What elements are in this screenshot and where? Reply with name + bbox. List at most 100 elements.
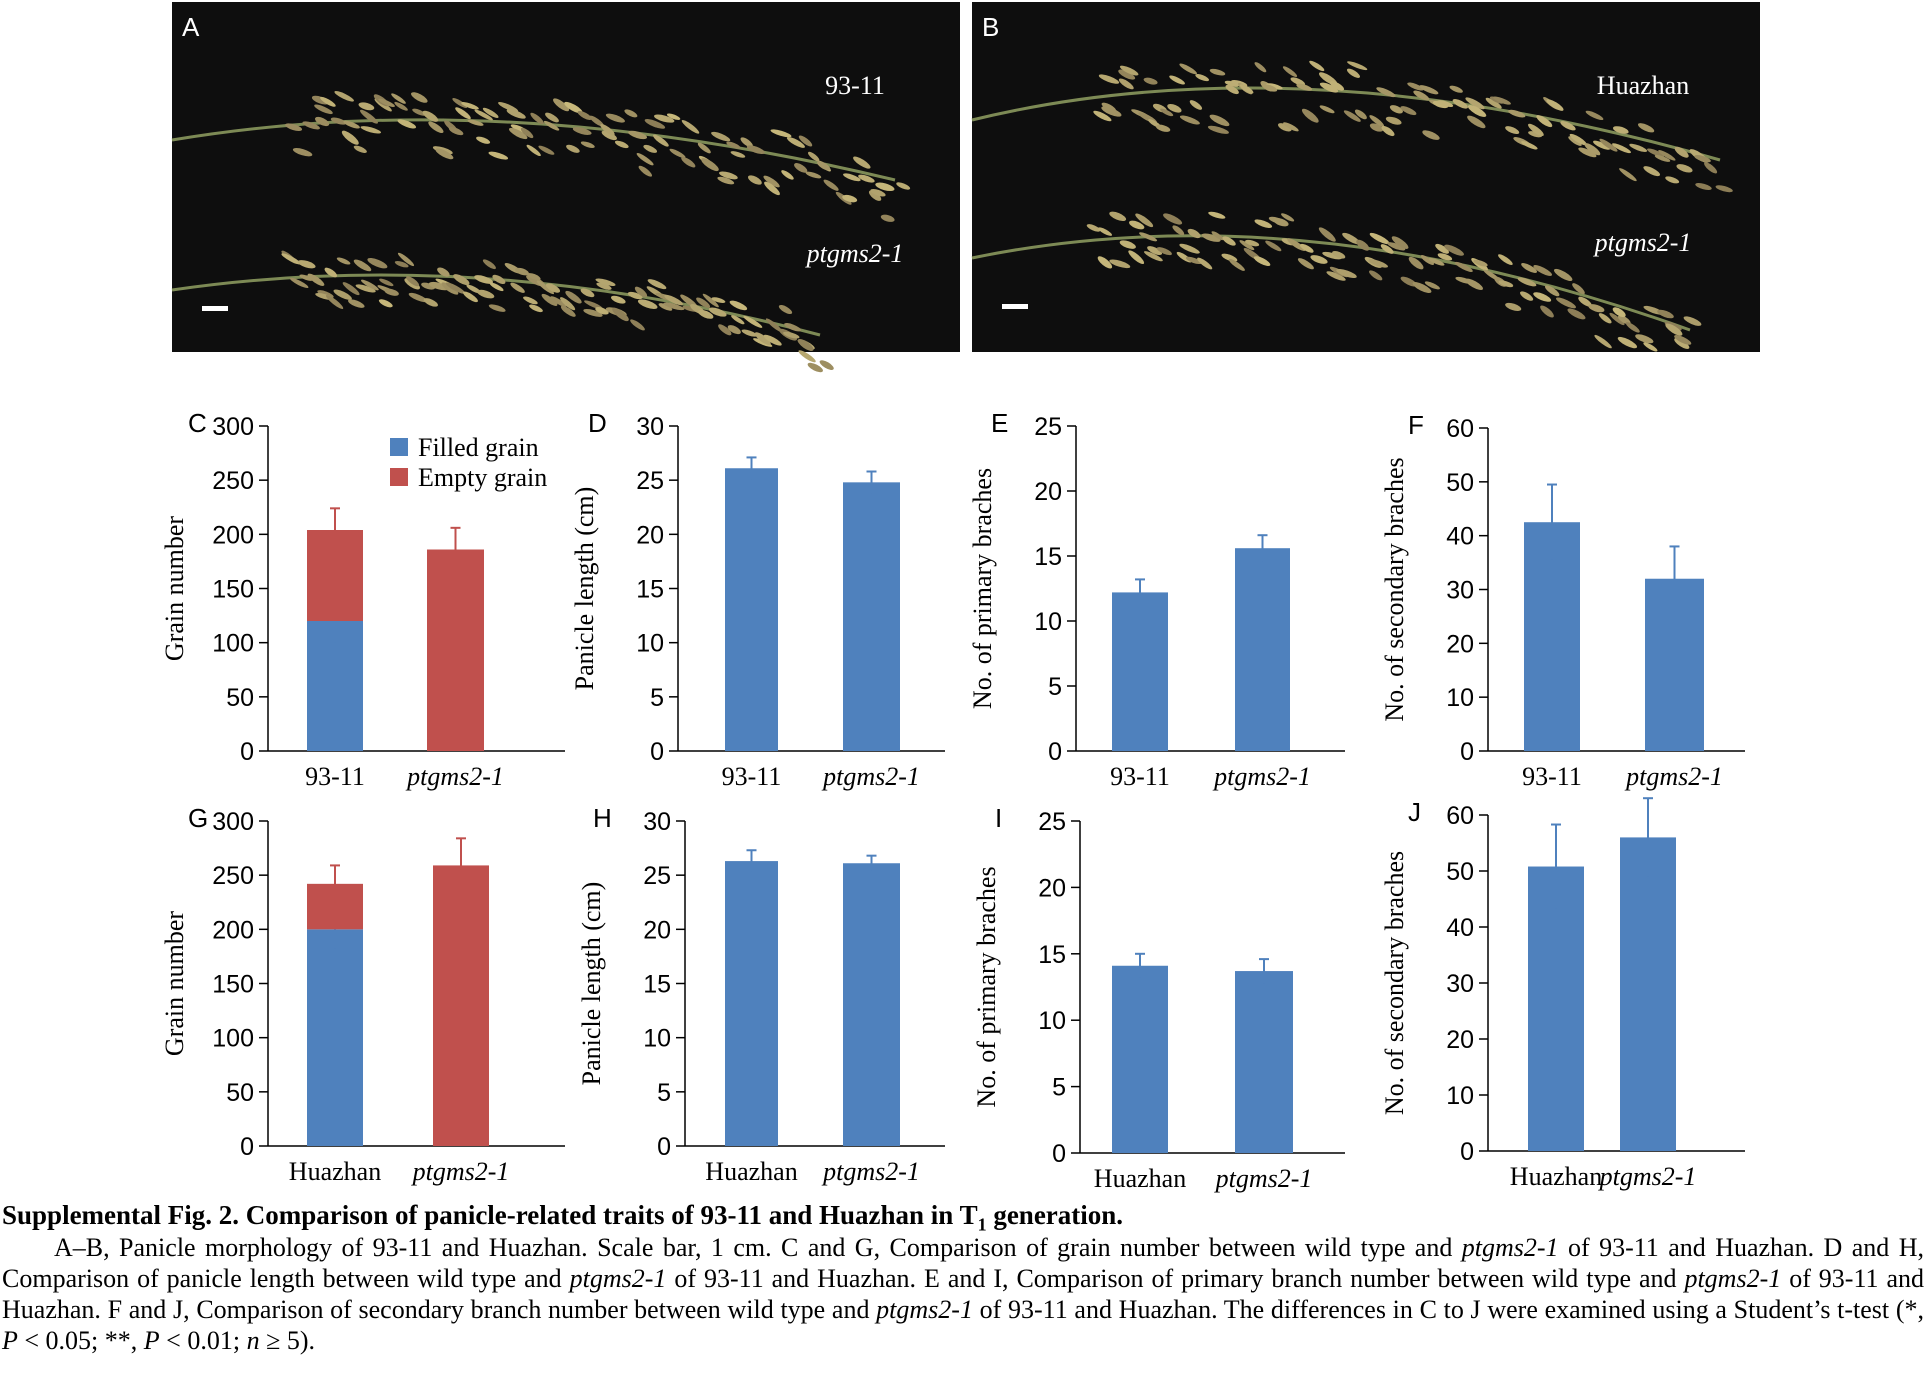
grain (658, 303, 673, 311)
grain (1424, 281, 1440, 290)
grain (455, 107, 471, 120)
grain (763, 334, 782, 346)
grain (786, 136, 805, 148)
grain (701, 158, 719, 172)
grain (297, 260, 316, 269)
grain (541, 293, 558, 306)
grain (1389, 105, 1403, 114)
grain (314, 104, 333, 115)
grain (315, 116, 330, 127)
grain (1169, 75, 1185, 85)
grain (1222, 236, 1236, 246)
grain (1569, 133, 1587, 146)
grain (595, 307, 609, 315)
grain (577, 110, 592, 121)
caption-segment: ptgms2-1 (1461, 1233, 1559, 1262)
legend-swatch (390, 468, 408, 486)
grain (823, 179, 839, 191)
panel-letter: B (982, 12, 999, 42)
y-tick-label: 20 (636, 521, 664, 549)
grain (1520, 291, 1534, 301)
y-tick-label: 60 (1446, 415, 1474, 443)
grain (529, 304, 543, 313)
grain (1208, 211, 1226, 219)
grain (1118, 69, 1136, 80)
y-tick-label: 250 (212, 862, 254, 890)
grain (696, 297, 711, 308)
caption-title-text: Supplemental Fig. 2. Comparison of panic… (2, 1200, 978, 1230)
grain (1553, 268, 1573, 281)
panicle-photo-panels: A 93-11 ptgms2-1 B Huazhan ptgms2-1 (171, 2, 1760, 373)
y-tick-label: 15 (643, 971, 671, 999)
grain (476, 136, 491, 144)
grain (1254, 62, 1267, 73)
grain (1498, 280, 1514, 288)
grain (1585, 110, 1604, 121)
grain (1332, 251, 1346, 259)
panicle-label: ptgms2-1 (1593, 228, 1692, 257)
grain (1297, 258, 1314, 270)
grain (1322, 251, 1342, 260)
bar-segment (433, 865, 489, 1146)
x-category-label: ptgms2-1 (1214, 1164, 1313, 1193)
y-axis-label: Panicle length (cm) (577, 882, 606, 1086)
chart-panel-c: 0 50 100 150 200 250 300 Grain number C 93-11 ptgm… (160, 408, 565, 791)
x-category-label: Huazhan (289, 1157, 381, 1186)
grain (1128, 250, 1145, 265)
grain (461, 102, 479, 110)
grain (1163, 213, 1183, 225)
grain (553, 98, 570, 112)
grain (1449, 85, 1463, 93)
grain (1118, 78, 1134, 90)
grain (397, 252, 415, 267)
grain (1147, 246, 1163, 256)
grain (358, 102, 375, 111)
grain (1245, 239, 1260, 247)
grain (477, 289, 495, 299)
grain (448, 127, 464, 136)
caption-segment: ptgms2-1 (569, 1264, 667, 1293)
grain (624, 109, 638, 118)
grain (784, 323, 802, 332)
grain (560, 297, 576, 311)
grain (566, 144, 580, 153)
grain (1465, 278, 1483, 290)
grain (711, 131, 731, 142)
grain (428, 281, 449, 291)
grain (746, 145, 765, 155)
grain (1086, 224, 1101, 232)
y-tick-label: 50 (226, 1079, 254, 1107)
grain (307, 273, 325, 286)
grain (1452, 98, 1468, 109)
legend-label: Empty grain (418, 463, 547, 492)
grain (630, 319, 645, 331)
grain (664, 294, 683, 306)
grain (798, 350, 816, 363)
grain (397, 119, 417, 129)
grain (342, 282, 360, 296)
grain (644, 119, 666, 129)
caption-segment: A–B, Panicle morphology of 93-11 and Hua… (54, 1233, 1462, 1262)
grain (727, 325, 741, 335)
caption-segment: ptgms2-1 (876, 1295, 973, 1324)
grain (474, 275, 493, 284)
y-tick-label: 200 (212, 521, 254, 549)
y-tick-label: 10 (643, 1025, 671, 1053)
y-tick-label: 0 (1460, 1138, 1474, 1166)
grain (1498, 254, 1513, 265)
grain (808, 151, 820, 162)
chart-panel-i: 0 5 10 15 20 25 No. of primary braches I Huazhan… (972, 803, 1345, 1193)
y-tick-label: 40 (1446, 523, 1474, 551)
grain (1704, 162, 1718, 174)
grain (1347, 61, 1368, 71)
grain (1211, 231, 1224, 241)
grain (1544, 285, 1560, 297)
grain (572, 127, 592, 135)
y-tick-label: 150 (212, 971, 254, 999)
grain (506, 109, 526, 119)
grain (406, 276, 420, 287)
grain (1528, 131, 1543, 138)
y-tick-label: 15 (1038, 941, 1066, 969)
grain (538, 145, 555, 155)
grain (647, 279, 667, 290)
